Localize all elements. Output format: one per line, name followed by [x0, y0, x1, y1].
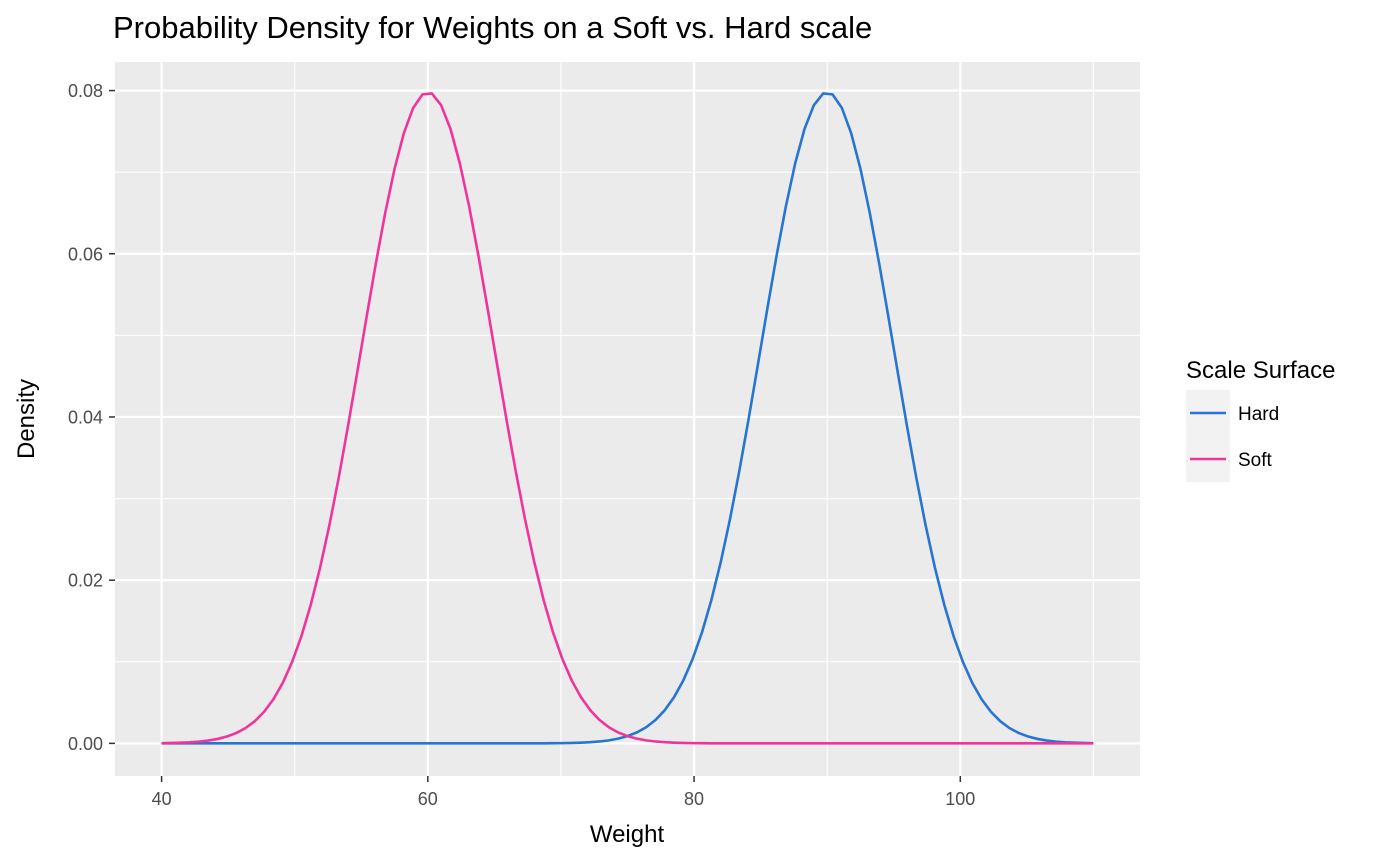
plot-panel: [115, 62, 1140, 776]
y-tick-label: 0.06: [68, 244, 103, 264]
legend: Scale Surface Hard Soft: [1186, 357, 1335, 482]
series-lines: [161, 92, 1094, 745]
y-tick-label: 0.00: [68, 734, 103, 754]
series-line-soft: [161, 92, 1094, 745]
legend-label-hard: Hard: [1238, 404, 1279, 425]
legend-title: Scale Surface: [1186, 357, 1335, 384]
y-tick-label: 0.08: [68, 81, 103, 101]
x-axis-ticks: 40 60 80 100: [152, 776, 975, 809]
x-tick-label: 100: [945, 789, 975, 809]
y-axis-title: Density: [13, 379, 40, 459]
y-axis-ticks: 0.00 0.02 0.04 0.06 0.08: [68, 81, 115, 754]
x-tick-label: 40: [152, 789, 172, 809]
y-tick-label: 0.02: [68, 571, 103, 591]
y-tick-label: 0.04: [68, 407, 103, 427]
x-axis-title: Weight: [590, 821, 665, 848]
x-tick-label: 60: [418, 789, 438, 809]
x-tick-label: 80: [684, 789, 704, 809]
minor-gridlines: [115, 62, 1140, 776]
chart-title: Probability Density for Weights on a Sof…: [113, 10, 872, 45]
legend-label-soft: Soft: [1238, 450, 1273, 471]
